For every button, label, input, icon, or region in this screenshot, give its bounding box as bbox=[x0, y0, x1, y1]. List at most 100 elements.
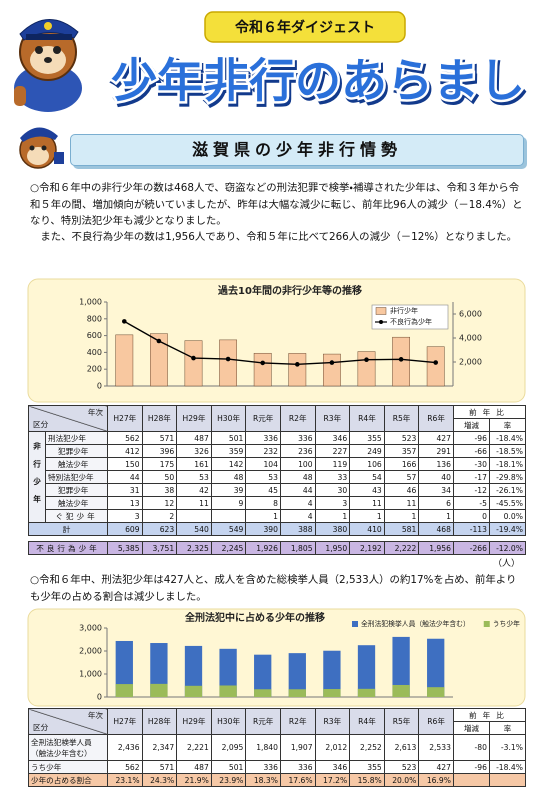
cell: 2,221 bbox=[176, 734, 212, 761]
table-row: 全刑法犯検挙人員 （触法少年含む） 2,436 2,347 2,221 2,095 1,8… bbox=[28, 734, 526, 761]
subtitle: 令和６年ダイジェスト bbox=[234, 19, 375, 36]
table-container: 年次 区分 H27年 H28年 H29年 H30年 R元年 R2年 R3年 R4年 R5年 R6年 前年… bbox=[28, 405, 526, 555]
change-header: 前年比 bbox=[452, 708, 526, 722]
cell: 487 bbox=[176, 760, 212, 774]
cell: 2 bbox=[141, 509, 178, 523]
cell: 44 bbox=[279, 483, 316, 497]
change-cell: -29.8% bbox=[488, 470, 526, 484]
cell: 236 bbox=[279, 444, 316, 458]
line-point bbox=[398, 357, 404, 362]
chart: 全刑法犯中に占める少年の推移 0 1,000 2,000 3,000 全刑法犯検挙人員（触… bbox=[27, 608, 526, 707]
cell: 1,926 bbox=[245, 541, 281, 555]
cell: 38 bbox=[141, 483, 178, 497]
bar bbox=[392, 636, 410, 697]
chart-title: 全刑法犯中に占める少年の推移 bbox=[185, 611, 325, 624]
change-cell: -18.4% bbox=[488, 760, 526, 774]
cell: 39 bbox=[210, 483, 247, 497]
cell: 540 bbox=[176, 522, 212, 536]
legend-marker bbox=[379, 320, 383, 324]
cell: 2,192 bbox=[349, 541, 385, 555]
cell bbox=[210, 509, 247, 523]
cell: 119 bbox=[314, 457, 351, 471]
change-cell: 0 bbox=[452, 509, 490, 523]
bar bbox=[219, 685, 237, 697]
column-header: R元年 bbox=[245, 405, 281, 432]
cell: 106 bbox=[349, 457, 385, 471]
cell: 5,385 bbox=[107, 541, 143, 555]
change-cell: -96 bbox=[452, 760, 490, 774]
cell: 54 bbox=[349, 470, 385, 484]
change-column-header: 増減 bbox=[452, 418, 490, 432]
change-cell: -12 bbox=[452, 483, 490, 497]
cell: 8 bbox=[245, 496, 281, 510]
cell: 227 bbox=[314, 444, 351, 458]
cell: 326 bbox=[176, 444, 212, 458]
unit-label: （人） bbox=[492, 559, 520, 569]
row-label: 刑法犯少年 bbox=[45, 431, 108, 445]
cell: 48 bbox=[210, 470, 247, 484]
cell: 357 bbox=[383, 444, 420, 458]
cell: 346 bbox=[314, 431, 351, 445]
cell: 34 bbox=[418, 483, 454, 497]
cell: 336 bbox=[279, 431, 316, 445]
corner-cell: 年次 区分 bbox=[28, 405, 108, 432]
bar bbox=[288, 689, 306, 697]
column-header: R6年 bbox=[418, 405, 454, 432]
cell: 2,095 bbox=[210, 734, 247, 761]
change-column-header: 率 bbox=[488, 721, 526, 735]
cell: 2,325 bbox=[176, 541, 212, 555]
y-tick-label: 200 bbox=[87, 365, 102, 374]
table-row: ぐ犯少年 3 2 1 4 1 1 1 1 0 0.0% bbox=[29, 509, 526, 523]
y-tick-label: 3,000 bbox=[79, 624, 102, 633]
bar bbox=[184, 340, 203, 387]
change-cell: -30 bbox=[452, 457, 490, 471]
column-header: H30年 bbox=[210, 708, 247, 735]
table-row: 犯罪少年 412 396 326 359 232 236 227 249 357 291 -66 -18… bbox=[29, 444, 526, 458]
bar bbox=[288, 353, 307, 387]
cell: 20.0% bbox=[383, 773, 420, 787]
y2-tick-label: 4,000 bbox=[459, 334, 482, 343]
change-cell: -12.0% bbox=[488, 541, 526, 555]
table-row: うち少年 562 571 487 501 336 336 346 355 523 427 -96 -18… bbox=[28, 760, 526, 774]
bar bbox=[254, 654, 272, 697]
y-tick-label: 2,000 bbox=[79, 647, 102, 656]
bar bbox=[323, 650, 341, 697]
header-row: 年次 区分 H27年 H28年 H29年 H30年 R元年 R2年 R3年 R4年 R5年 R6年 前年… bbox=[28, 708, 526, 735]
column-header: R2年 bbox=[279, 708, 316, 735]
cell: 44 bbox=[107, 470, 143, 484]
column-header: R元年 bbox=[245, 708, 281, 735]
change-column-header: 増減 bbox=[452, 721, 490, 735]
cell: 487 bbox=[176, 431, 212, 445]
cell: 136 bbox=[418, 457, 454, 471]
y2-tick-label: 6,000 bbox=[459, 310, 482, 319]
cell: 13 bbox=[107, 496, 143, 510]
legend-swatch bbox=[375, 307, 387, 315]
bar bbox=[115, 334, 134, 387]
row-label: ぐ犯少年 bbox=[45, 509, 108, 523]
y-tick-label: 1,000 bbox=[79, 298, 102, 307]
change-cell: -3.1% bbox=[488, 734, 526, 761]
header-graphic: 令和６年ダイジェスト 少年非行のあらまし bbox=[14, 11, 528, 169]
cell: 1,907 bbox=[279, 734, 316, 761]
y2-tick-label: 2,000 bbox=[459, 358, 482, 367]
column-header: H28年 bbox=[141, 708, 178, 735]
paragraph: また、不良行為少年の数は1,956人であり、令和５年に比べて266人の減少（－1… bbox=[40, 231, 518, 243]
change-cell: -26.1% bbox=[488, 483, 526, 497]
change-cell: -80 bbox=[452, 734, 490, 761]
cell: 1 bbox=[418, 509, 454, 523]
y-tick-label: 0 bbox=[97, 693, 102, 702]
cell: 30 bbox=[314, 483, 351, 497]
cell: 1,950 bbox=[314, 541, 351, 555]
cell: 1 bbox=[314, 509, 351, 523]
cell: 396 bbox=[141, 444, 178, 458]
cell: 48 bbox=[279, 470, 316, 484]
cell: 175 bbox=[141, 457, 178, 471]
row-label: 触法少年 bbox=[45, 457, 108, 471]
cell: 2,252 bbox=[349, 734, 385, 761]
change-cell: -18.5% bbox=[488, 444, 526, 458]
bar bbox=[115, 640, 133, 697]
cell: 142 bbox=[210, 457, 247, 471]
line-point bbox=[225, 356, 231, 362]
cell: 355 bbox=[349, 760, 385, 774]
bar bbox=[357, 645, 376, 697]
